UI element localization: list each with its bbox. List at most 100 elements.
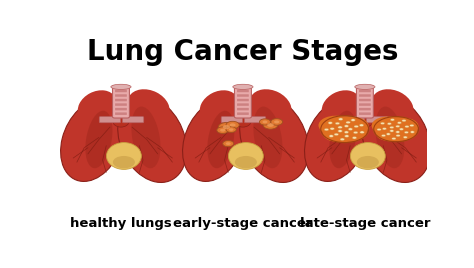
Circle shape [354, 125, 358, 128]
FancyBboxPatch shape [122, 117, 144, 123]
Ellipse shape [240, 96, 309, 183]
Circle shape [402, 120, 406, 122]
Circle shape [319, 116, 353, 135]
Circle shape [263, 121, 267, 123]
Ellipse shape [107, 143, 141, 169]
FancyBboxPatch shape [366, 117, 388, 123]
Ellipse shape [78, 90, 117, 123]
Ellipse shape [128, 89, 170, 124]
Circle shape [330, 128, 335, 130]
Ellipse shape [304, 99, 368, 181]
Ellipse shape [355, 84, 375, 90]
FancyBboxPatch shape [115, 90, 127, 92]
Ellipse shape [362, 96, 430, 183]
Ellipse shape [113, 115, 129, 127]
Circle shape [410, 131, 414, 133]
Ellipse shape [235, 115, 251, 127]
Circle shape [328, 122, 332, 124]
Circle shape [389, 125, 416, 140]
Ellipse shape [371, 89, 413, 124]
Ellipse shape [235, 156, 257, 168]
Circle shape [348, 128, 353, 131]
Circle shape [390, 119, 394, 121]
FancyBboxPatch shape [245, 117, 266, 123]
Circle shape [263, 121, 278, 129]
Circle shape [344, 131, 349, 133]
Ellipse shape [233, 84, 253, 90]
Circle shape [390, 126, 394, 129]
Circle shape [338, 130, 342, 132]
FancyBboxPatch shape [115, 99, 127, 101]
Circle shape [319, 115, 370, 143]
FancyBboxPatch shape [221, 117, 243, 123]
Ellipse shape [357, 156, 379, 168]
FancyBboxPatch shape [343, 117, 365, 123]
FancyBboxPatch shape [359, 94, 371, 97]
Circle shape [353, 131, 358, 134]
Ellipse shape [113, 156, 135, 168]
Ellipse shape [329, 111, 356, 168]
Circle shape [382, 128, 386, 130]
FancyBboxPatch shape [115, 103, 127, 106]
Circle shape [344, 125, 349, 127]
Circle shape [226, 121, 239, 129]
FancyBboxPatch shape [359, 99, 371, 101]
FancyBboxPatch shape [112, 85, 129, 118]
Text: healthy lungs: healthy lungs [70, 217, 172, 230]
Circle shape [223, 140, 234, 147]
Circle shape [386, 133, 391, 135]
Ellipse shape [375, 107, 404, 168]
Circle shape [259, 119, 271, 125]
Circle shape [382, 135, 386, 137]
Ellipse shape [200, 90, 238, 123]
Circle shape [360, 131, 365, 133]
Circle shape [396, 125, 400, 128]
Circle shape [399, 128, 403, 130]
FancyBboxPatch shape [99, 117, 120, 123]
Ellipse shape [61, 99, 124, 181]
Circle shape [322, 116, 367, 142]
Circle shape [403, 136, 407, 138]
Circle shape [271, 119, 283, 125]
FancyBboxPatch shape [356, 85, 374, 118]
Ellipse shape [85, 111, 112, 168]
Text: late-stage cancer: late-stage cancer [300, 217, 430, 230]
FancyBboxPatch shape [237, 108, 249, 110]
Circle shape [376, 126, 403, 141]
Circle shape [334, 133, 338, 136]
Circle shape [323, 125, 353, 142]
Circle shape [346, 121, 350, 124]
Circle shape [359, 124, 364, 126]
Ellipse shape [350, 143, 385, 169]
Ellipse shape [356, 115, 373, 127]
FancyBboxPatch shape [115, 113, 127, 115]
Circle shape [267, 123, 274, 127]
Ellipse shape [207, 111, 235, 168]
Circle shape [329, 135, 334, 137]
Circle shape [397, 122, 401, 124]
FancyBboxPatch shape [237, 103, 249, 106]
FancyBboxPatch shape [237, 113, 249, 115]
Text: early-stage cancer: early-stage cancer [173, 217, 313, 230]
Ellipse shape [249, 89, 292, 124]
FancyBboxPatch shape [237, 94, 249, 97]
Ellipse shape [322, 90, 360, 123]
Circle shape [396, 135, 400, 137]
Circle shape [223, 125, 230, 129]
Circle shape [324, 128, 329, 131]
Circle shape [340, 138, 345, 141]
Circle shape [226, 142, 231, 145]
Circle shape [345, 135, 349, 137]
Circle shape [373, 116, 419, 142]
FancyBboxPatch shape [115, 108, 127, 110]
Circle shape [392, 137, 396, 140]
Text: Lung Cancer Stages: Lung Cancer Stages [87, 38, 399, 66]
Circle shape [372, 117, 403, 135]
FancyBboxPatch shape [237, 99, 249, 101]
Circle shape [352, 136, 357, 139]
FancyBboxPatch shape [359, 90, 371, 92]
Circle shape [337, 117, 369, 135]
Circle shape [381, 122, 385, 125]
Circle shape [351, 119, 356, 121]
Circle shape [219, 122, 235, 132]
